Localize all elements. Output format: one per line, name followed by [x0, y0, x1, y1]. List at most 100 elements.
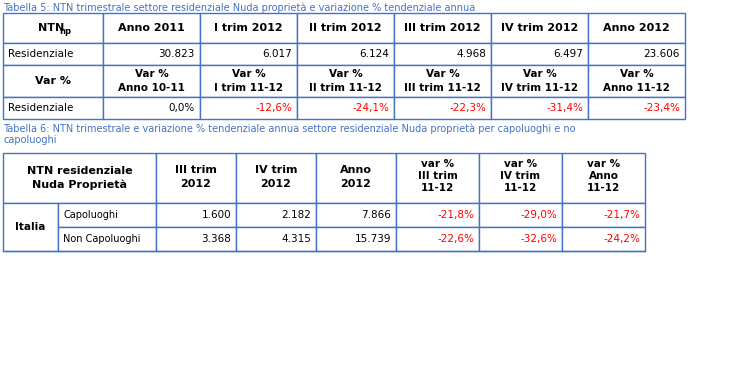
Bar — [396, 153, 479, 203]
Bar — [297, 43, 394, 65]
Text: -24,2%: -24,2% — [603, 234, 640, 244]
Text: Var %: Var % — [619, 69, 653, 79]
Bar — [491, 13, 588, 43]
Text: Var %: Var % — [232, 69, 266, 79]
Text: 0,0%: 0,0% — [169, 103, 195, 113]
Text: Anno 2011: Anno 2011 — [118, 23, 185, 33]
Text: Var %: Var % — [425, 69, 460, 79]
Text: Var %: Var % — [522, 69, 556, 79]
Text: -12,6%: -12,6% — [255, 103, 292, 113]
Text: NTN residenziale: NTN residenziale — [27, 166, 132, 176]
Text: -24,1%: -24,1% — [352, 103, 389, 113]
Text: 6.017: 6.017 — [262, 49, 292, 59]
Text: 2.182: 2.182 — [281, 210, 311, 220]
Text: Anno 11-12: Anno 11-12 — [603, 83, 670, 93]
Bar — [491, 65, 588, 97]
Bar — [588, 13, 685, 43]
Bar — [3, 97, 103, 119]
Text: Anno 10-11: Anno 10-11 — [118, 83, 185, 93]
Text: III trim: III trim — [417, 171, 457, 181]
Bar — [3, 13, 103, 43]
Text: 30.823: 30.823 — [158, 49, 195, 59]
Bar — [394, 43, 491, 65]
Text: 7.866: 7.866 — [361, 210, 391, 220]
Text: -21,8%: -21,8% — [437, 210, 474, 220]
Text: Anno 2012: Anno 2012 — [603, 23, 670, 33]
Bar — [3, 43, 103, 65]
Text: Tabella 6: NTN trimestrale e variazione % tendenziale annua settore residenziale: Tabella 6: NTN trimestrale e variazione … — [3, 123, 576, 145]
Text: 2012: 2012 — [181, 179, 212, 189]
Bar — [200, 65, 297, 97]
Text: III trim 11-12: III trim 11-12 — [404, 83, 481, 93]
Text: NTN: NTN — [38, 23, 64, 33]
Bar — [200, 43, 297, 65]
Bar — [588, 65, 685, 97]
Text: 11-12: 11-12 — [504, 183, 537, 193]
Bar — [103, 13, 200, 43]
Bar — [236, 203, 316, 227]
Bar — [156, 227, 236, 251]
Text: 4.968: 4.968 — [456, 49, 486, 59]
Bar — [58, 203, 156, 227]
Text: 11-12: 11-12 — [587, 183, 620, 193]
Text: Anno: Anno — [588, 171, 619, 181]
Text: I trim 11-12: I trim 11-12 — [214, 83, 283, 93]
Text: 23.606: 23.606 — [644, 49, 680, 59]
Text: 6.124: 6.124 — [359, 49, 389, 59]
Text: 1.600: 1.600 — [201, 210, 231, 220]
Bar — [297, 97, 394, 119]
Text: -22,3%: -22,3% — [449, 103, 486, 113]
Text: 4.315: 4.315 — [281, 234, 311, 244]
Bar — [316, 153, 396, 203]
Text: 3.368: 3.368 — [201, 234, 231, 244]
Bar — [491, 43, 588, 65]
Text: np: np — [59, 27, 71, 36]
Bar — [3, 203, 58, 251]
Text: I trim 2012: I trim 2012 — [214, 23, 283, 33]
Bar — [479, 227, 562, 251]
Bar — [3, 153, 156, 203]
Text: -22,6%: -22,6% — [437, 234, 474, 244]
Bar — [200, 97, 297, 119]
Bar — [200, 13, 297, 43]
Bar — [396, 227, 479, 251]
Text: 6.497: 6.497 — [553, 49, 583, 59]
Bar — [562, 153, 645, 203]
Text: IV trim: IV trim — [255, 165, 297, 175]
Text: 11-12: 11-12 — [421, 183, 454, 193]
Text: IV trim 2012: IV trim 2012 — [501, 23, 578, 33]
Text: Italia: Italia — [16, 222, 46, 232]
Bar — [396, 203, 479, 227]
Text: Tabella 5: NTN trimestrale settore residenziale Nuda proprietà e variazione % te: Tabella 5: NTN trimestrale settore resid… — [3, 2, 475, 12]
Text: Nuda Proprietà: Nuda Proprietà — [32, 180, 127, 190]
Bar — [103, 97, 200, 119]
Bar — [316, 227, 396, 251]
Bar — [236, 153, 316, 203]
Bar — [236, 227, 316, 251]
Text: Var %: Var % — [135, 69, 169, 79]
Text: III trim: III trim — [175, 165, 217, 175]
Bar — [297, 13, 394, 43]
Text: II trim 11-12: II trim 11-12 — [309, 83, 382, 93]
Bar — [491, 97, 588, 119]
Text: Var %: Var % — [35, 76, 71, 86]
Bar — [103, 65, 200, 97]
Bar — [562, 203, 645, 227]
Bar — [394, 97, 491, 119]
Bar — [58, 227, 156, 251]
Text: 2012: 2012 — [340, 179, 371, 189]
Text: IV trim: IV trim — [500, 171, 540, 181]
Text: Residenziale: Residenziale — [8, 103, 73, 113]
Text: -29,0%: -29,0% — [520, 210, 557, 220]
Text: -31,4%: -31,4% — [546, 103, 583, 113]
Bar — [562, 227, 645, 251]
Text: III trim 2012: III trim 2012 — [404, 23, 481, 33]
Bar — [588, 43, 685, 65]
Text: -32,6%: -32,6% — [520, 234, 557, 244]
Text: 2012: 2012 — [260, 179, 292, 189]
Text: Residenziale: Residenziale — [8, 49, 73, 59]
Bar — [588, 97, 685, 119]
Text: Non Capoluoghi: Non Capoluoghi — [63, 234, 141, 244]
Text: Var %: Var % — [329, 69, 363, 79]
Bar — [3, 65, 103, 97]
